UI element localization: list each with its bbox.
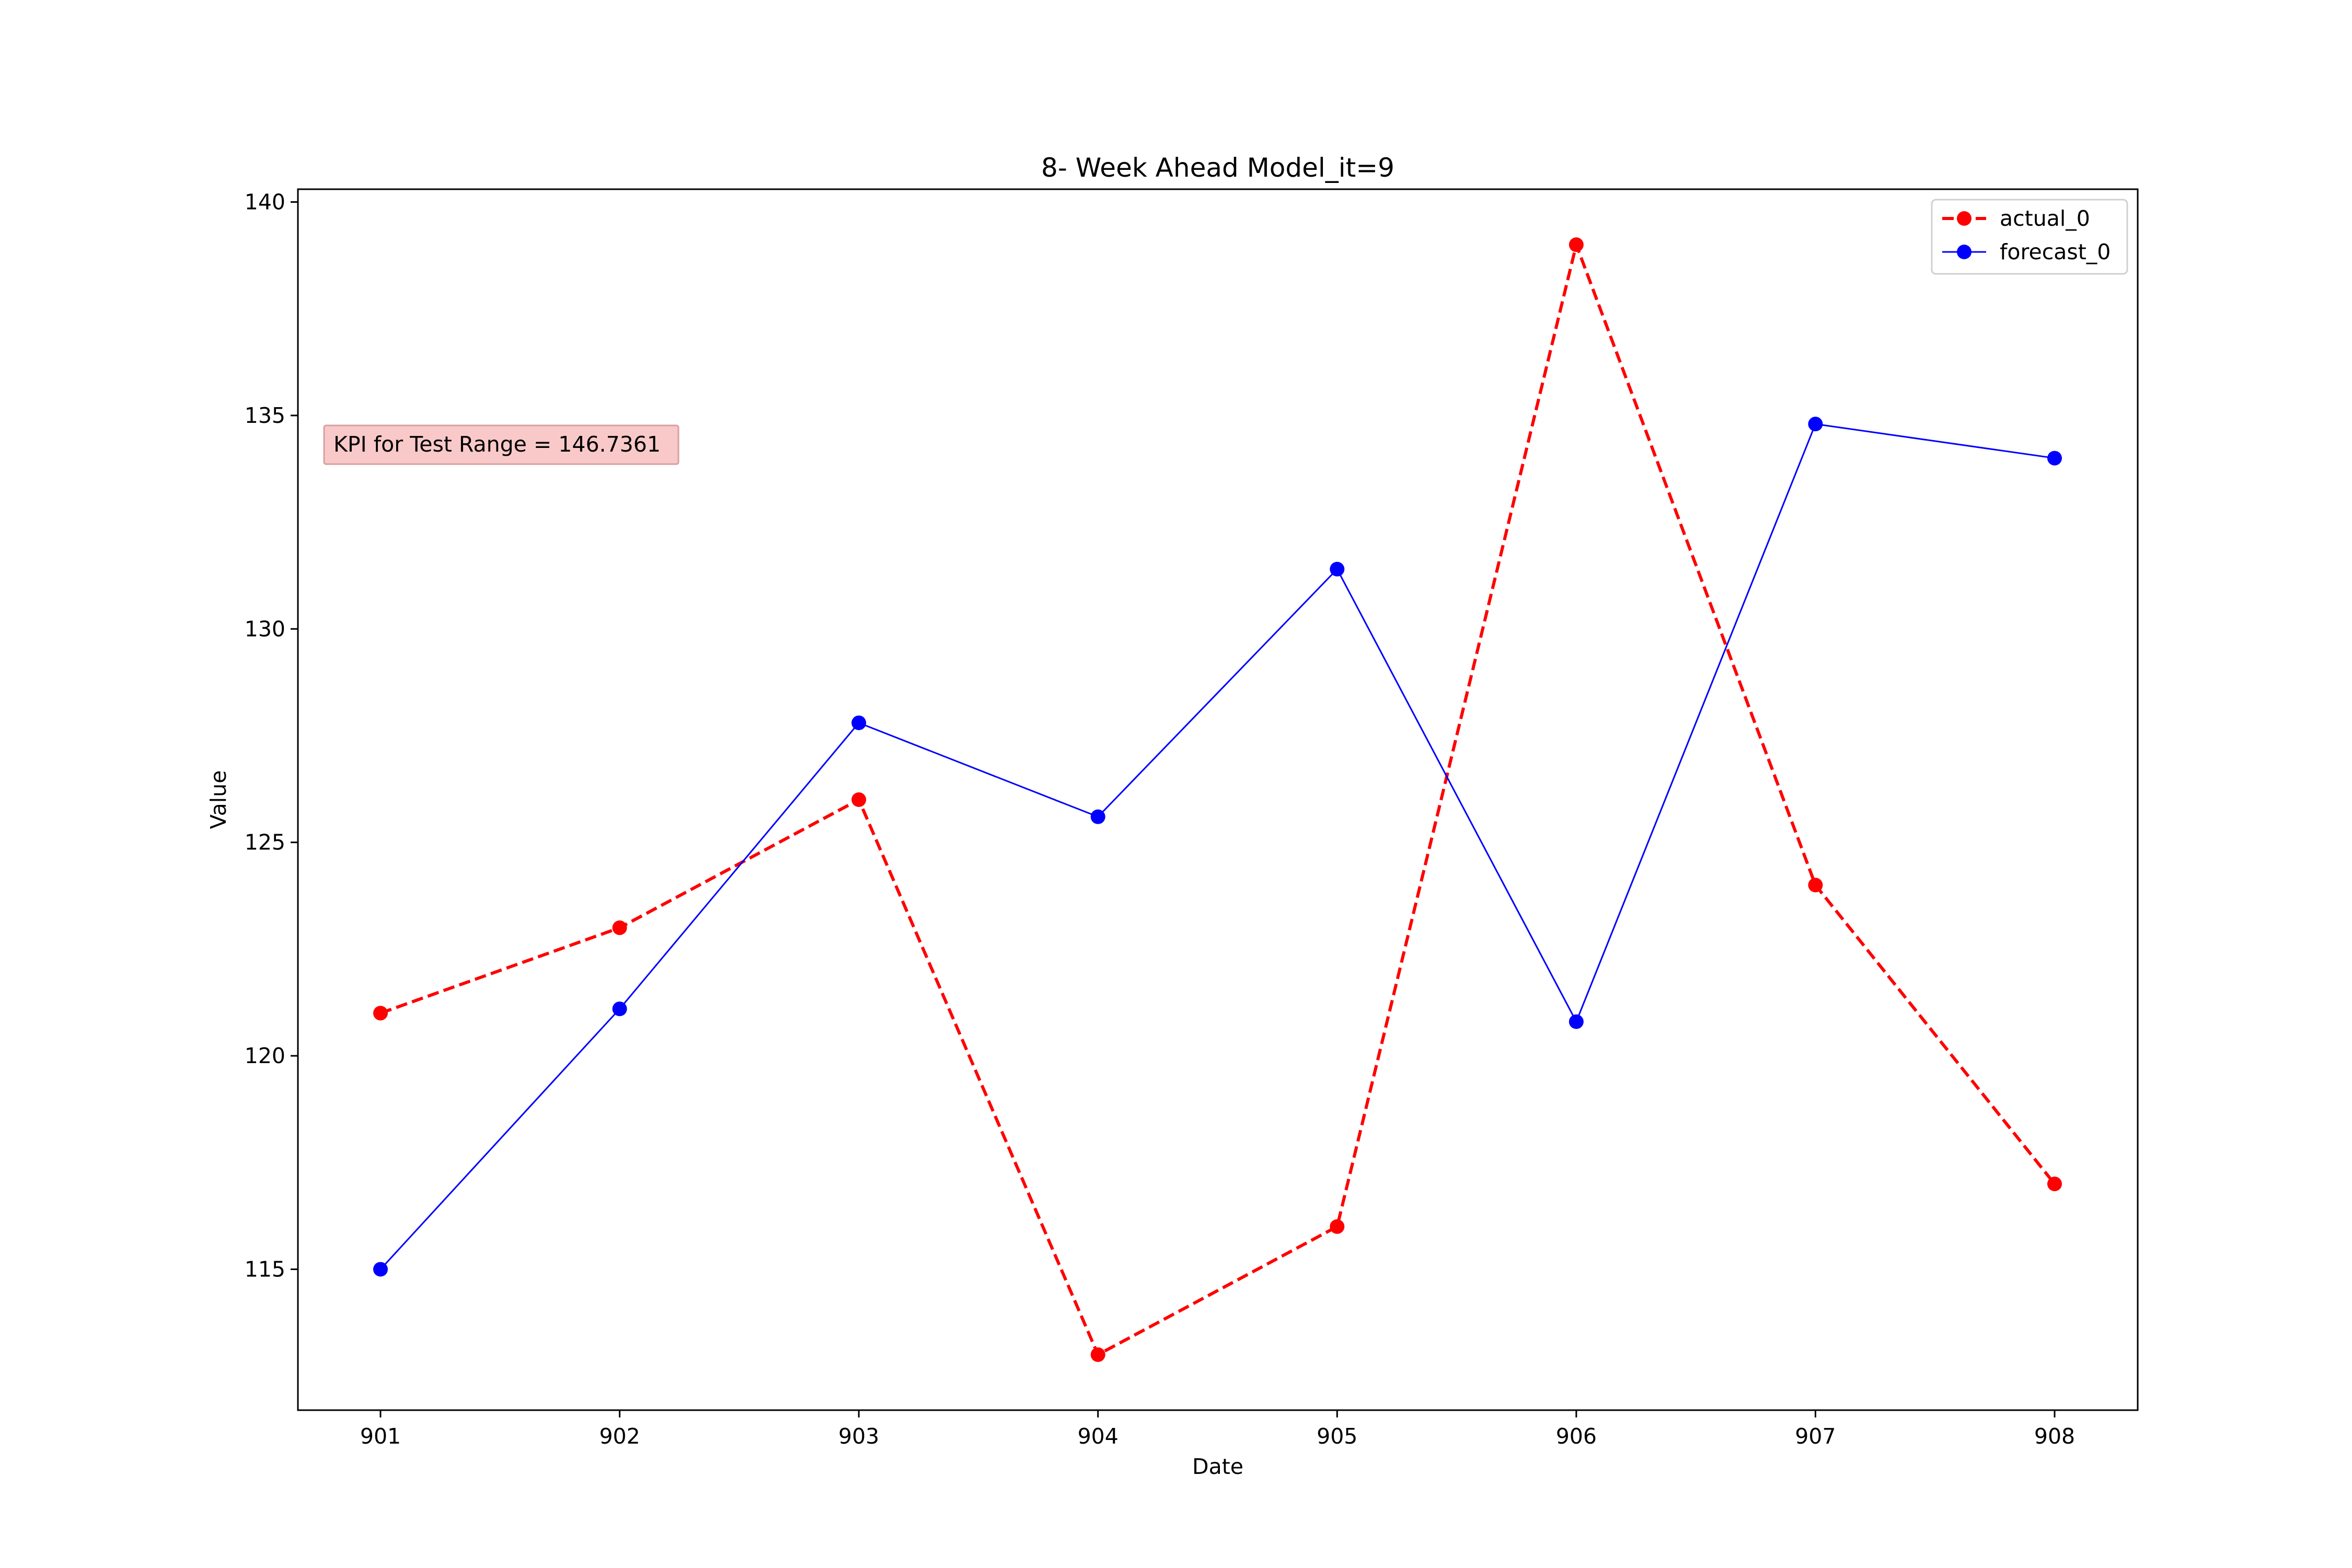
legend-marker-actual_0 [1957,211,1971,226]
data-point-forecast_0 [1330,561,1345,577]
y-tick-label: 125 [245,830,285,855]
data-point-actual_0 [612,920,627,936]
chart-title: 8- Week Ahead Model_it=9 [1041,153,1394,183]
legend-marker-forecast_0 [1957,245,1971,259]
data-point-actual_0 [373,1006,388,1021]
data-point-forecast_0 [1090,809,1105,824]
y-axis-ticks: 115 120 125 130 135 140 [245,190,298,1282]
data-point-actual_0 [1808,878,1823,893]
y-tick-label: 115 [245,1256,285,1282]
data-point-forecast_0 [2047,451,2062,466]
kpi-annotation: KPI for Test Range = 146.7361 [323,424,679,465]
series-layer [373,237,2062,1362]
x-tick-label: 904 [1078,1424,1119,1449]
x-axis-ticks: 901 902 903 904 905 906 907 908 [360,1410,2075,1449]
data-point-forecast_0 [1808,417,1823,432]
series-line-actual_0 [379,239,2056,1357]
data-point-actual_0 [851,792,867,807]
kpi-annotation-box [323,424,679,465]
x-tick-label: 901 [360,1424,401,1449]
kpi-annotation-text: KPI for Test Range = 146.7361 [333,432,661,457]
data-point-forecast_0 [612,1001,627,1017]
y-tick-label: 140 [245,190,285,215]
x-axis-title: Date [1192,1454,1243,1479]
data-point-forecast_0 [1569,1014,1584,1029]
data-point-actual_0 [1569,237,1584,252]
series-line-forecast_0 [379,423,2055,1270]
x-tick-label: 908 [2034,1424,2075,1449]
legend-label-actual_0: actual_0 [2000,206,2090,231]
x-tick-label: 903 [838,1424,879,1449]
x-tick-label: 905 [1317,1424,1357,1449]
legend-label-forecast_0: forecast_0 [2000,239,2111,264]
data-point-forecast_0 [851,715,867,730]
x-tick-label: 906 [1556,1424,1597,1449]
data-point-actual_0 [1090,1347,1105,1362]
y-axis-title: Value [206,770,231,829]
plot-area-frame [297,188,2139,1411]
data-point-forecast_0 [373,1262,388,1277]
x-tick-label: 907 [1795,1424,1836,1449]
x-tick-label: 902 [599,1424,640,1449]
data-point-actual_0 [1330,1219,1345,1234]
y-tick-label: 135 [245,403,285,428]
y-tick-label: 120 [245,1043,285,1068]
y-tick-label: 130 [245,616,285,641]
legend: actual_0 forecast_0 [1931,199,2128,275]
data-point-actual_0 [2047,1177,2062,1192]
